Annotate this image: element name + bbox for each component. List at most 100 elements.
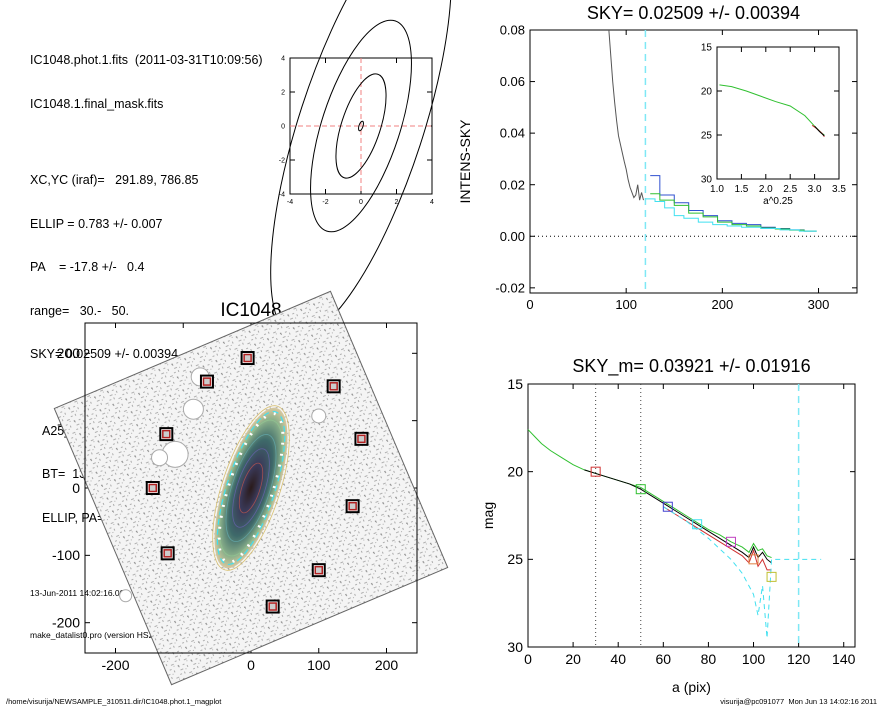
sky-series-line (650, 193, 817, 232)
sky-inset-panel: 1.0 1.5 2.0 2.5 3.0 3.5 15 20 25 30 a^0.25 (701, 43, 847, 208)
mag-series-line (663, 506, 772, 571)
y-tick-label: -4 (279, 191, 285, 198)
sky-profile-panel: 0 100 200 300 -0.02 0.00 0.02 0.04 0.06 0.08 SKY= … (457, 3, 858, 312)
x-tick-label: 0 (359, 199, 363, 206)
footer-path: /home/visurija/NEWSAMPLE_310511.dir/IC10… (6, 697, 222, 706)
x-tick-label: 4 (430, 199, 434, 206)
x-tick-label: 60 (656, 651, 672, 667)
masked-star-core (202, 377, 212, 386)
inset-frame (716, 46, 840, 180)
sky-frame (529, 29, 858, 294)
x-tick-label: 2.0 (759, 184, 773, 195)
y-tick-label: 200 (57, 345, 81, 361)
mask-file-line: IC1048.1.final_mask.fits (30, 96, 164, 111)
mag-ylabel: mag (480, 502, 496, 529)
masked-star-core (329, 382, 338, 391)
x-tick-label: 1.5 (734, 184, 748, 195)
y-tick-label: -100 (52, 547, 80, 563)
y-tick-label: 0.00 (500, 229, 525, 244)
masked-star-core (348, 501, 357, 511)
sky-value-line: SKY= 0.02509 +/- 0.00394 (30, 347, 179, 361)
y-tick-label: 0.08 (500, 23, 525, 38)
footer-user: visurija@pc091077 Mon Jun 13 14:02:16 20… (720, 697, 877, 706)
sky-series-line (645, 198, 817, 232)
masked-region (182, 398, 204, 420)
sky-series-line (608, 29, 644, 201)
x-tick-label: 200 (375, 657, 399, 673)
y-tick-label: 15 (507, 376, 523, 392)
mag-marker (766, 571, 777, 582)
contour-ring (335, 73, 387, 179)
inset-series-line (811, 124, 825, 138)
sky-ylabel: INTENS-SKY (457, 119, 473, 204)
masked-star-core (357, 434, 366, 444)
mag-series-line (584, 469, 772, 564)
y-tick-label: 20 (507, 464, 523, 480)
x-tick-label: 100 (742, 651, 766, 667)
isophote (225, 434, 277, 542)
y-tick-label: -2 (279, 157, 285, 164)
y-tick-label: 25 (701, 131, 713, 142)
x-tick-label: -2 (322, 199, 328, 206)
x-tick-label: 120 (787, 651, 811, 667)
y-tick-label: 2 (281, 89, 285, 96)
x-tick-label: 0 (524, 651, 532, 667)
mag-marker (748, 554, 759, 565)
y-tick-label: 30 (701, 175, 713, 186)
isophote (238, 462, 264, 514)
date-line: 13-Jun-2011 14:02:16.00 (30, 588, 125, 598)
x-tick-label: 1.0 (710, 184, 724, 195)
x-tick-label: 40 (610, 651, 626, 667)
y-tick-label: 0.06 (500, 74, 525, 89)
mag-marker (725, 536, 736, 547)
masked-star-core (163, 549, 172, 558)
x-tick-label: 200 (712, 297, 734, 312)
masked-star-core (314, 565, 324, 575)
y-tick-label: 30 (507, 639, 523, 655)
mag-marker (590, 466, 601, 477)
galaxy-title: IC1048 (220, 300, 281, 321)
x-tick-label: 2.5 (783, 184, 797, 195)
x-tick-label: 100 (307, 657, 331, 673)
fit-ellipse-points (217, 412, 285, 564)
sky-title: SKY= 0.02509 +/- 0.00394 (587, 3, 800, 23)
x-tick-label: -4 (287, 199, 293, 206)
x-tick-label: 300 (808, 297, 830, 312)
contour-ring (310, 19, 412, 233)
x-tick-label: 0 (526, 297, 533, 312)
y-tick-label: 0 (72, 480, 80, 496)
masked-region (311, 408, 327, 424)
x-tick-label: 3.5 (832, 184, 846, 195)
mag-marker (692, 519, 703, 530)
y-tick-label: 25 (507, 551, 523, 567)
mag-xlabel: a (pix) (672, 679, 711, 695)
galaxy-image-panel: -200-1000100200-200-1000100200IC1048 (52, 290, 449, 686)
x-tick-label: 0 (247, 657, 255, 673)
masked-star-core (162, 429, 171, 439)
x-tick-label: -200 (101, 657, 129, 673)
x-tick-label: 100 (615, 297, 637, 312)
y-tick-label: 0.04 (500, 126, 525, 141)
masked-region (119, 589, 133, 603)
range-line: range= 30.- 50. (30, 303, 130, 318)
x-tick-label: 2 (395, 199, 399, 206)
center-coords-line: XC,YC (iraf)= 291.89, 786.85 (30, 173, 199, 187)
position-angle-line: PA = -17.8 +/- 0.4 (30, 260, 145, 274)
file-name-line: IC1048.phot.1.fits (2011-03-31T10:09:56) (30, 53, 263, 67)
magnitude-profile-panel: 0 20 40 60 80 100 120 140 15 20 25 30 SKY_m= 0.03921… (480, 356, 856, 695)
inset-series-line (814, 125, 825, 137)
masked-star-core (243, 353, 252, 363)
x-tick-label: 140 (832, 651, 856, 667)
mag-frame (527, 383, 856, 648)
x-tick-label: 20 (565, 651, 581, 667)
inset-series-line (719, 84, 825, 136)
y-tick-label: 4 (281, 55, 285, 62)
fit-ellipse-outline (216, 410, 286, 566)
contour-core (358, 120, 364, 132)
y-tick-label: 0.02 (500, 177, 525, 192)
y-tick-label: 15 (701, 43, 713, 54)
y-tick-label: 20 (701, 87, 713, 98)
x-tick-label: 3.0 (808, 184, 822, 195)
y-tick-label: 0 (281, 123, 285, 130)
